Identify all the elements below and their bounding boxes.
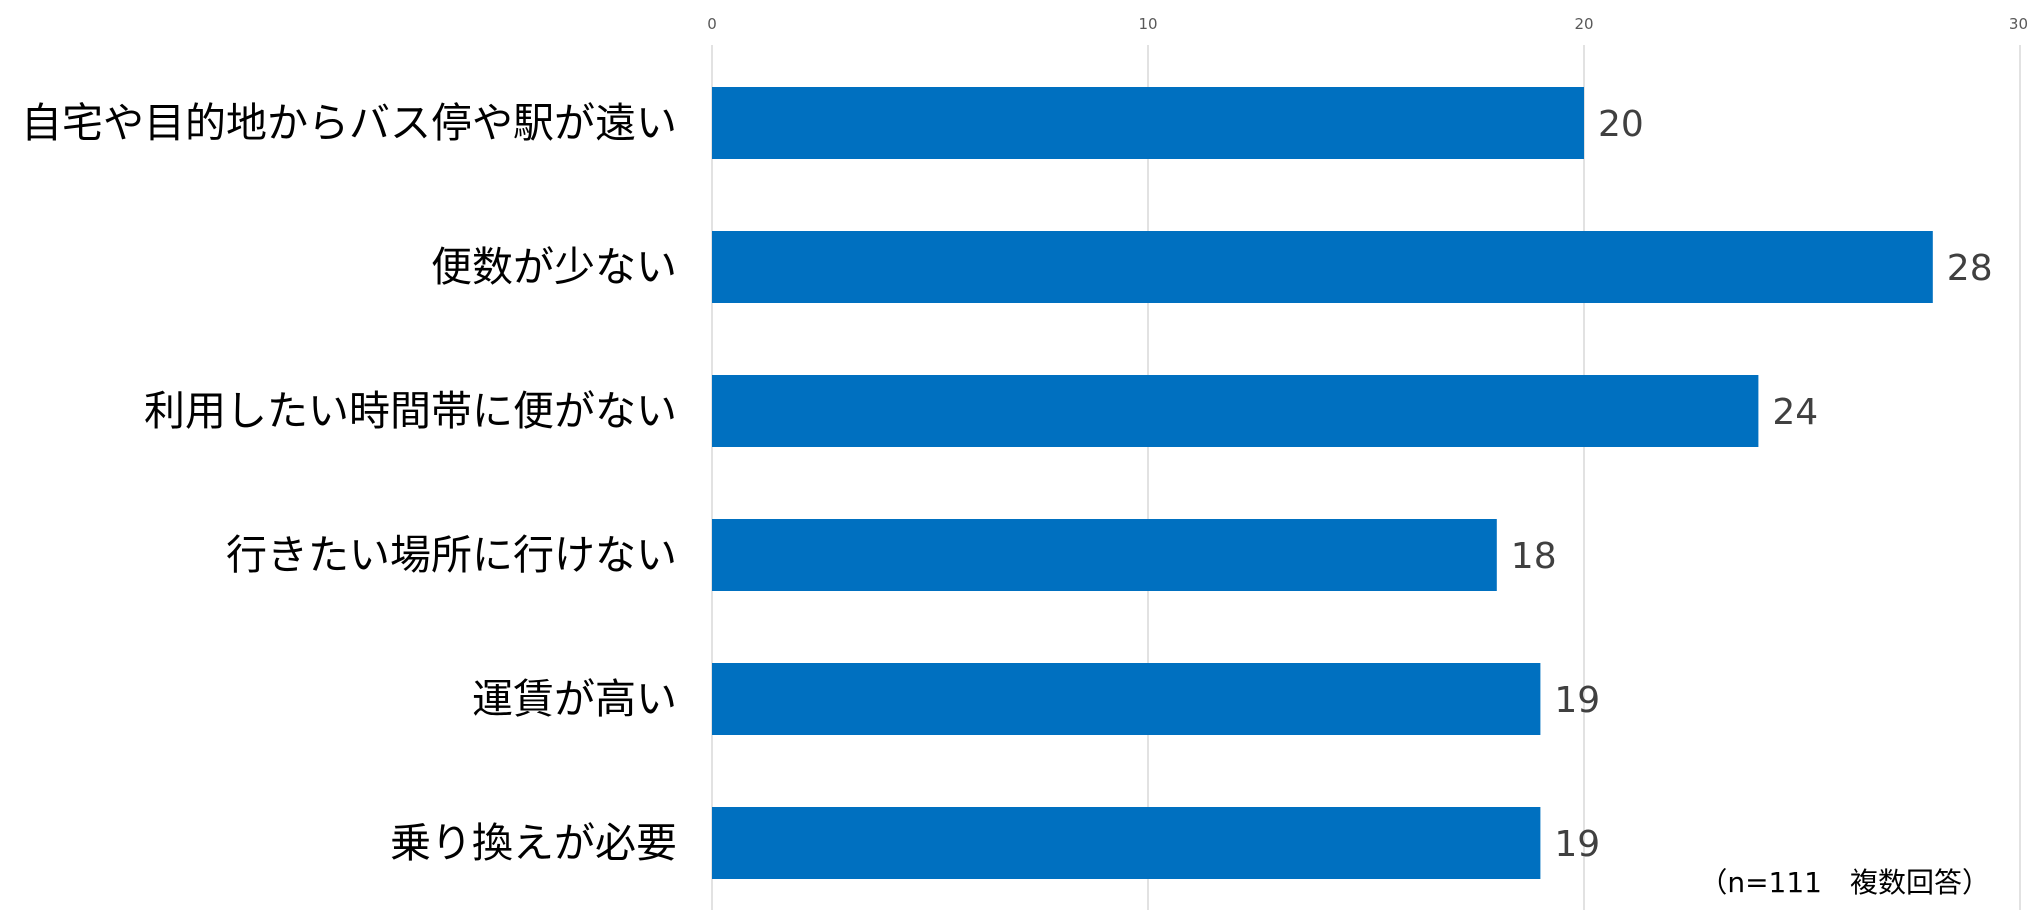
x-tick-label-10: 10	[1138, 15, 1157, 33]
bar-4	[712, 663, 1541, 735]
category-label-1: 便数が少ない	[431, 243, 677, 291]
x-tick-label-30: 30	[2009, 15, 2028, 33]
category-labels: 自宅や目的地からバス停や駅が遠い便数が少ない利用したい時間帯に便がない行きたい場…	[21, 99, 677, 867]
category-label-5: 乗り換えが必要	[390, 819, 677, 867]
bar-2	[712, 375, 1759, 447]
category-label-3: 行きたい場所に行けない	[226, 531, 677, 579]
x-tick-label-0: 0	[707, 15, 717, 33]
x-tick-label-20: 20	[1574, 15, 1593, 33]
value-label-3: 18	[1511, 536, 1557, 577]
value-label-4: 19	[1554, 680, 1600, 721]
value-label-0: 20	[1598, 104, 1644, 145]
value-label-5: 19	[1554, 824, 1600, 865]
category-label-2: 利用したい時間帯に便がない	[144, 387, 677, 435]
category-label-0: 自宅や目的地からバス停や駅が遠い	[21, 99, 677, 147]
category-label-4: 運賃が高い	[472, 675, 677, 723]
sample-note: （n=111 複数回答）	[1699, 866, 1990, 899]
bar-0	[712, 87, 1584, 159]
value-label-2: 24	[1772, 392, 1818, 433]
bar-3	[712, 519, 1497, 591]
value-label-1: 28	[1947, 248, 1993, 289]
bar-5	[712, 807, 1541, 879]
value-labels: 20 28 24 18 19 19	[1511, 104, 1993, 865]
bar-1	[712, 231, 1933, 303]
bars	[712, 87, 1933, 879]
x-tick-labels: 0 10 20 30	[707, 15, 2028, 33]
gridlines	[711, 45, 2021, 910]
